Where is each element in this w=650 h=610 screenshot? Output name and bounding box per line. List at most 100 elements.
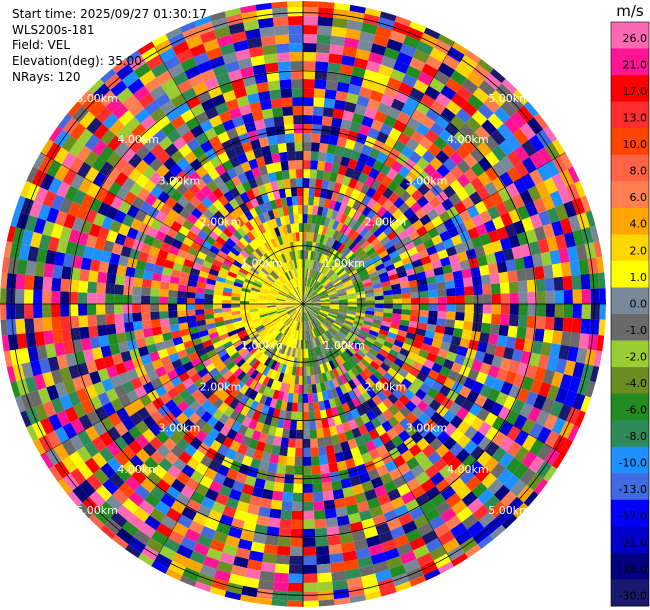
ppi-gate-cell — [329, 126, 341, 137]
ppi-gate-cell — [324, 318, 334, 326]
ppi-gate-cell — [246, 559, 263, 571]
ppi-gate-cell — [306, 339, 310, 349]
ppi-gate-cell — [293, 278, 298, 288]
ppi-gate-cell — [521, 216, 535, 232]
ppi-gate-cell — [421, 393, 435, 406]
ppi-gate-cell — [374, 295, 384, 301]
ppi-gate-cell — [203, 556, 220, 570]
ppi-gate-cell — [143, 327, 154, 338]
ppi-gate-cell — [250, 228, 259, 239]
ppi-gate-cell — [323, 399, 331, 410]
ppi-gate-cell — [303, 420, 310, 430]
ppi-gate-cell — [401, 292, 411, 299]
ppi-gate-cell — [158, 136, 173, 151]
ppi-gate-cell — [354, 180, 365, 192]
ppi-gate-cell — [298, 277, 302, 287]
ppi-gate-cell — [291, 290, 298, 298]
ppi-gate-cell — [310, 329, 315, 339]
ppi-gate-cell — [143, 456, 159, 472]
ppi-gate-cell — [342, 147, 354, 159]
ppi-gate-cell — [141, 278, 152, 288]
ppi-gate-cell — [567, 166, 580, 184]
ppi-gate-cell — [104, 73, 122, 90]
ppi-gate-cell — [303, 510, 315, 520]
ppi-gate-cell — [113, 156, 129, 172]
ppi-gate-cell — [427, 227, 440, 239]
ppi-gate-cell — [329, 425, 338, 436]
ppi-gate-cell — [326, 316, 336, 322]
ppi-gate-cell — [335, 318, 345, 325]
ppi-gate-cell — [557, 404, 572, 422]
ppi-gate-cell — [535, 181, 550, 198]
ppi-gate-cell — [89, 223, 102, 238]
ppi-gate-cell — [121, 445, 136, 461]
ppi-gate-cell — [399, 178, 412, 191]
ppi-gate-cell — [289, 178, 297, 188]
ppi-gate-cell — [506, 166, 522, 183]
ppi-gate-cell — [398, 324, 409, 332]
ppi-gate-cell — [207, 203, 219, 215]
colorbar-tick-label: 17.0 — [623, 85, 648, 98]
ppi-gate-cell — [222, 307, 232, 313]
ppi-gate-cell — [227, 271, 238, 279]
ppi-gate-cell — [397, 483, 411, 497]
ppi-gate-cell — [372, 514, 387, 527]
ppi-gate-cell — [511, 245, 524, 260]
ppi-gate-cell — [508, 314, 519, 327]
ppi-gate-cell — [213, 420, 225, 433]
ppi-gate-cell — [335, 506, 348, 518]
ppi-gate-cell — [105, 96, 123, 114]
ppi-gate-cell — [241, 112, 255, 125]
ppi-gate-cell — [219, 333, 229, 341]
ppi-gate-cell — [252, 320, 262, 326]
ppi-gate-cell — [303, 591, 319, 601]
ppi-gate-cell — [340, 274, 350, 282]
ppi-gate-cell — [46, 160, 62, 178]
ppi-gate-cell — [179, 388, 192, 401]
ppi-gate-cell — [307, 330, 311, 340]
ppi-gate-cell — [109, 252, 121, 265]
ppi-gate-cell — [237, 253, 247, 262]
ppi-gate-cell — [484, 151, 500, 167]
ppi-gate-cell — [426, 387, 439, 400]
ppi-gate-cell — [112, 58, 129, 74]
ppi-gate-cell — [209, 586, 227, 597]
ppi-gate-cell — [318, 289, 327, 295]
ppi-gate-cell — [304, 330, 307, 340]
ppi-gate-cell — [334, 265, 344, 274]
ppi-gate-cell — [420, 342, 432, 353]
ppi-gate-cell — [182, 236, 194, 247]
ppi-gate-cell — [315, 271, 321, 281]
ppi-gate-cell — [143, 136, 159, 152]
ppi-gate-cell — [303, 88, 315, 98]
ppi-gate-cell — [232, 480, 245, 493]
ppi-gate-cell — [239, 104, 252, 116]
ppi-gate-cell — [361, 144, 373, 156]
ppi-gate-cell — [239, 361, 249, 371]
ppi-gate-cell — [424, 464, 439, 479]
ppi-gate-cell — [364, 136, 377, 148]
ppi-gate-cell — [267, 300, 277, 303]
ppi-gate-cell — [282, 336, 289, 346]
ppi-gate-cell — [462, 356, 475, 369]
ppi-gate-cell — [176, 437, 190, 451]
ppi-gate-cell — [451, 41, 468, 55]
ppi-gate-cell — [505, 457, 522, 474]
ppi-gate-cell — [383, 240, 394, 251]
ppi-gate-cell — [164, 143, 179, 157]
ppi-gate-cell — [323, 279, 331, 287]
ppi-gate-cell — [222, 356, 234, 367]
ppi-gate-cell — [135, 365, 147, 378]
ppi-gate-cell — [287, 7, 303, 17]
ppi-gate-cell — [461, 513, 479, 530]
ppi-gate-cell — [430, 122, 445, 137]
ppi-gate-cell — [311, 124, 322, 134]
ppi-gate-cell — [225, 147, 238, 160]
ppi-gate-cell — [136, 406, 151, 421]
ppi-gate-cell — [237, 152, 249, 165]
ppi-gate-cell — [319, 309, 329, 314]
ppi-gate-cell — [213, 452, 226, 465]
ppi-gate-cell — [306, 223, 312, 233]
ppi-gate-cell — [276, 306, 286, 310]
ppi-gate-cell — [321, 334, 328, 343]
